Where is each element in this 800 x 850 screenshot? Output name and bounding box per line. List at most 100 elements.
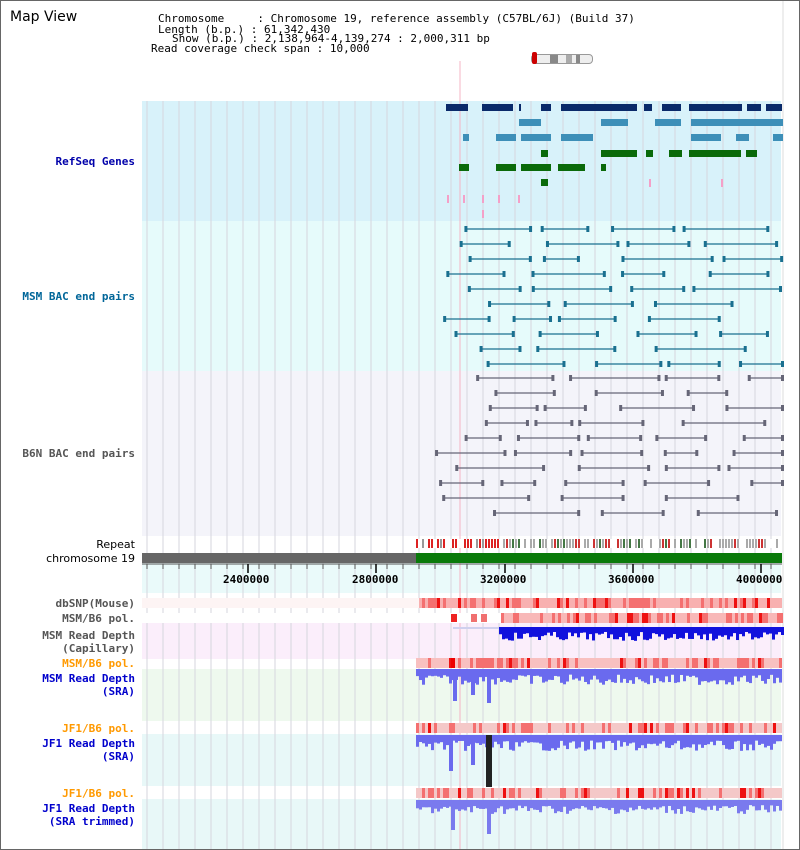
depth-bar [682,627,685,639]
heat-cell [653,723,656,733]
heat-cell [461,723,464,733]
depth-bar [575,735,578,749]
depth-bar [503,735,506,742]
track-label-msm-depth-capillary[interactable]: MSM Read Depth [42,629,135,642]
track-label-b6n-bac[interactable]: B6N BAC end pairs [22,447,135,460]
heat-cell [629,598,632,608]
repeat-element [431,539,433,548]
depth-bar [760,627,763,638]
bac-end-marker [704,435,708,441]
depth-bar [772,627,775,640]
heat-cell [662,658,665,668]
axis-tick-label: 3600000 [608,573,655,586]
bac-end-marker [717,361,721,367]
depth-bar [491,800,494,814]
track-label-msm-depth-sra[interactable]: MSM Read Depth [42,672,135,685]
heat-cell [738,613,741,623]
bac-end-marker [647,465,651,471]
depth-bar [494,735,497,742]
track-label-msm-b6-pol-1[interactable]: MSM/B6 pol. [62,612,135,625]
heat-cell [416,658,419,668]
heat-cell [467,723,470,733]
heat-cell [491,598,494,608]
heat-cell [776,723,779,733]
depth-bar [529,627,532,638]
depth-bar [779,800,782,811]
heat-cell [638,788,641,798]
depth-bar [632,735,635,743]
heat-cell [479,788,482,798]
depth-bar [616,627,619,640]
heat-cell [587,658,590,668]
bac-end-marker [626,241,630,247]
heat-cell [509,723,512,733]
depth-bar [532,627,535,637]
heat-cell [674,658,677,668]
depth-bar [764,800,767,810]
depth-bar [440,735,443,743]
track-label-refseq[interactable]: RefSeq Genes [55,155,135,168]
heat-cell [717,613,720,623]
heat-cell [659,598,662,608]
heat-cell [774,613,777,623]
bac-end-marker [636,331,640,337]
depth-bar [715,627,718,639]
heat-cell [560,598,563,608]
depth-bar [592,627,595,641]
track-label-msm-bac[interactable]: MSM BAC end pairs [22,290,135,303]
heat-cell [686,788,689,798]
depth-bar [659,800,662,808]
track-label-chromosome: chromosome 19 [46,552,135,565]
depth-bar [479,800,482,809]
heat-cell [488,658,491,668]
depth-bar [605,735,608,742]
depth-bar [653,669,656,683]
depth-bar [551,669,554,680]
track-label-jf1-b6-pol-1[interactable]: JF1/B6 pol. [62,722,135,735]
bac-end-marker [576,256,580,262]
depth-bar [535,627,538,637]
heat-cell [713,788,716,798]
depth-bar [425,800,428,808]
heat-cell [650,723,653,733]
chromosome-ideogram[interactable] [531,54,593,64]
heat-cell [612,613,615,623]
depth-bar [569,669,572,675]
gene-block [747,104,761,111]
depth-bar [608,669,611,680]
depth-bar [731,735,734,749]
heat-cell [555,613,558,623]
heat-cell [746,598,749,608]
heat-cell [762,613,765,623]
heat-cell [539,658,542,668]
track-label-jf1-depth-trimmed[interactable]: JF1 Read Depth [42,802,135,815]
heat-cell [593,598,596,608]
repeat-element [650,539,652,548]
depth-bar [583,627,586,633]
bac-end-marker [742,435,746,441]
heat-cell [662,598,665,608]
depth-bar [482,800,485,809]
heat-cell [608,658,611,668]
heat-cell [500,658,503,668]
track-label-msm-b6-pol-2[interactable]: MSM/B6 pol. [62,657,135,670]
track-label-dbsnp[interactable]: dbSNP(Mouse) [55,597,135,610]
depth-bar [521,800,524,809]
repeat-element [467,539,469,548]
heat-cell [455,598,458,608]
depth-bar [467,800,470,808]
bac-end-marker [533,480,537,486]
heat-cell [677,598,680,608]
heat-cell [714,613,717,623]
gene-block [601,150,637,157]
heat-cell [446,723,449,733]
repeat-element [563,539,565,548]
heat-cell [671,788,674,798]
track-label-jf1-depth-sra[interactable]: JF1 Read Depth [42,737,135,750]
track-label-jf1-b6-pol-2[interactable]: JF1/B6 pol. [62,787,135,800]
depth-bar [775,627,778,635]
heat-cell [425,598,428,608]
heat-cell [761,723,764,733]
depth-bar [739,627,742,635]
